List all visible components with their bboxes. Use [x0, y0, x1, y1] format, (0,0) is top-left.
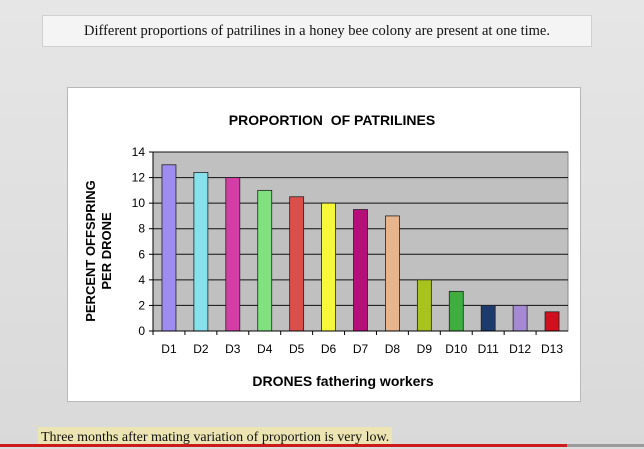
bar-d8	[385, 215, 400, 332]
bar-d1	[161, 164, 177, 332]
y-tick-label: 6	[138, 247, 145, 261]
grid-lines	[153, 151, 568, 306]
video-progress-fill	[0, 444, 567, 447]
bottom-caption: Three months after mating variation of p…	[38, 427, 393, 447]
y-tick-label: 2	[138, 298, 145, 312]
bar-d9	[416, 279, 432, 332]
x-tick-label: D13	[541, 342, 563, 356]
bar-d11	[480, 305, 496, 332]
bar-d13	[544, 311, 560, 332]
x-tick-label: D3	[225, 342, 241, 356]
chart-title: PROPORTION OF PATRILINES	[229, 112, 435, 128]
x-tick-label: D5	[289, 342, 305, 356]
x-tick-label: D8	[385, 342, 401, 356]
bars	[161, 164, 560, 332]
x-tick-label: D4	[257, 342, 273, 356]
bar-d2	[193, 172, 209, 332]
bar-d12	[512, 305, 528, 332]
x-tick-label: D7	[353, 342, 369, 356]
y-tick-label: 14	[132, 145, 146, 159]
y-axis-label-line-2: PER DRONE	[99, 212, 114, 290]
video-progress-bar[interactable]	[0, 444, 644, 447]
x-axis-label: DRONES fathering workers	[252, 373, 433, 389]
bar-d6	[321, 202, 336, 332]
y-tick-label: 8	[138, 222, 145, 236]
x-axis: D1 D2 D3 D4 D5 D6 D7 D8 D9 D10 D11 D12 D13	[152, 330, 568, 356]
chart-panel: PROPORTION OF PATRILINES 0 2 4 6 8 10 12 14 D1 D…	[67, 87, 581, 402]
y-axis: 0 2 4 6 8 10 12 14	[132, 145, 154, 338]
bar-d4	[257, 189, 273, 332]
x-tick-label: D12	[509, 342, 531, 356]
x-tick-label: D6	[321, 342, 337, 356]
y-tick-label: 4	[138, 273, 145, 287]
y-tick-label: 12	[132, 171, 146, 185]
x-tick-label: D1	[161, 342, 177, 356]
bar-d7	[353, 209, 368, 332]
x-tick-label: D10	[445, 342, 467, 356]
bar-d3	[225, 177, 241, 332]
y-axis-label-line-1: PERCENT OFFSPRING	[83, 180, 98, 322]
x-tick-label: D2	[193, 342, 209, 356]
x-tick-label: D9	[417, 342, 433, 356]
y-tick-label: 10	[132, 196, 146, 210]
bar-d10	[448, 290, 464, 332]
x-tick-label: D11	[478, 342, 499, 356]
bar-d5	[289, 196, 305, 332]
y-tick-label: 0	[138, 324, 145, 338]
top-caption: Different proportions of patrilines in a…	[42, 15, 592, 47]
